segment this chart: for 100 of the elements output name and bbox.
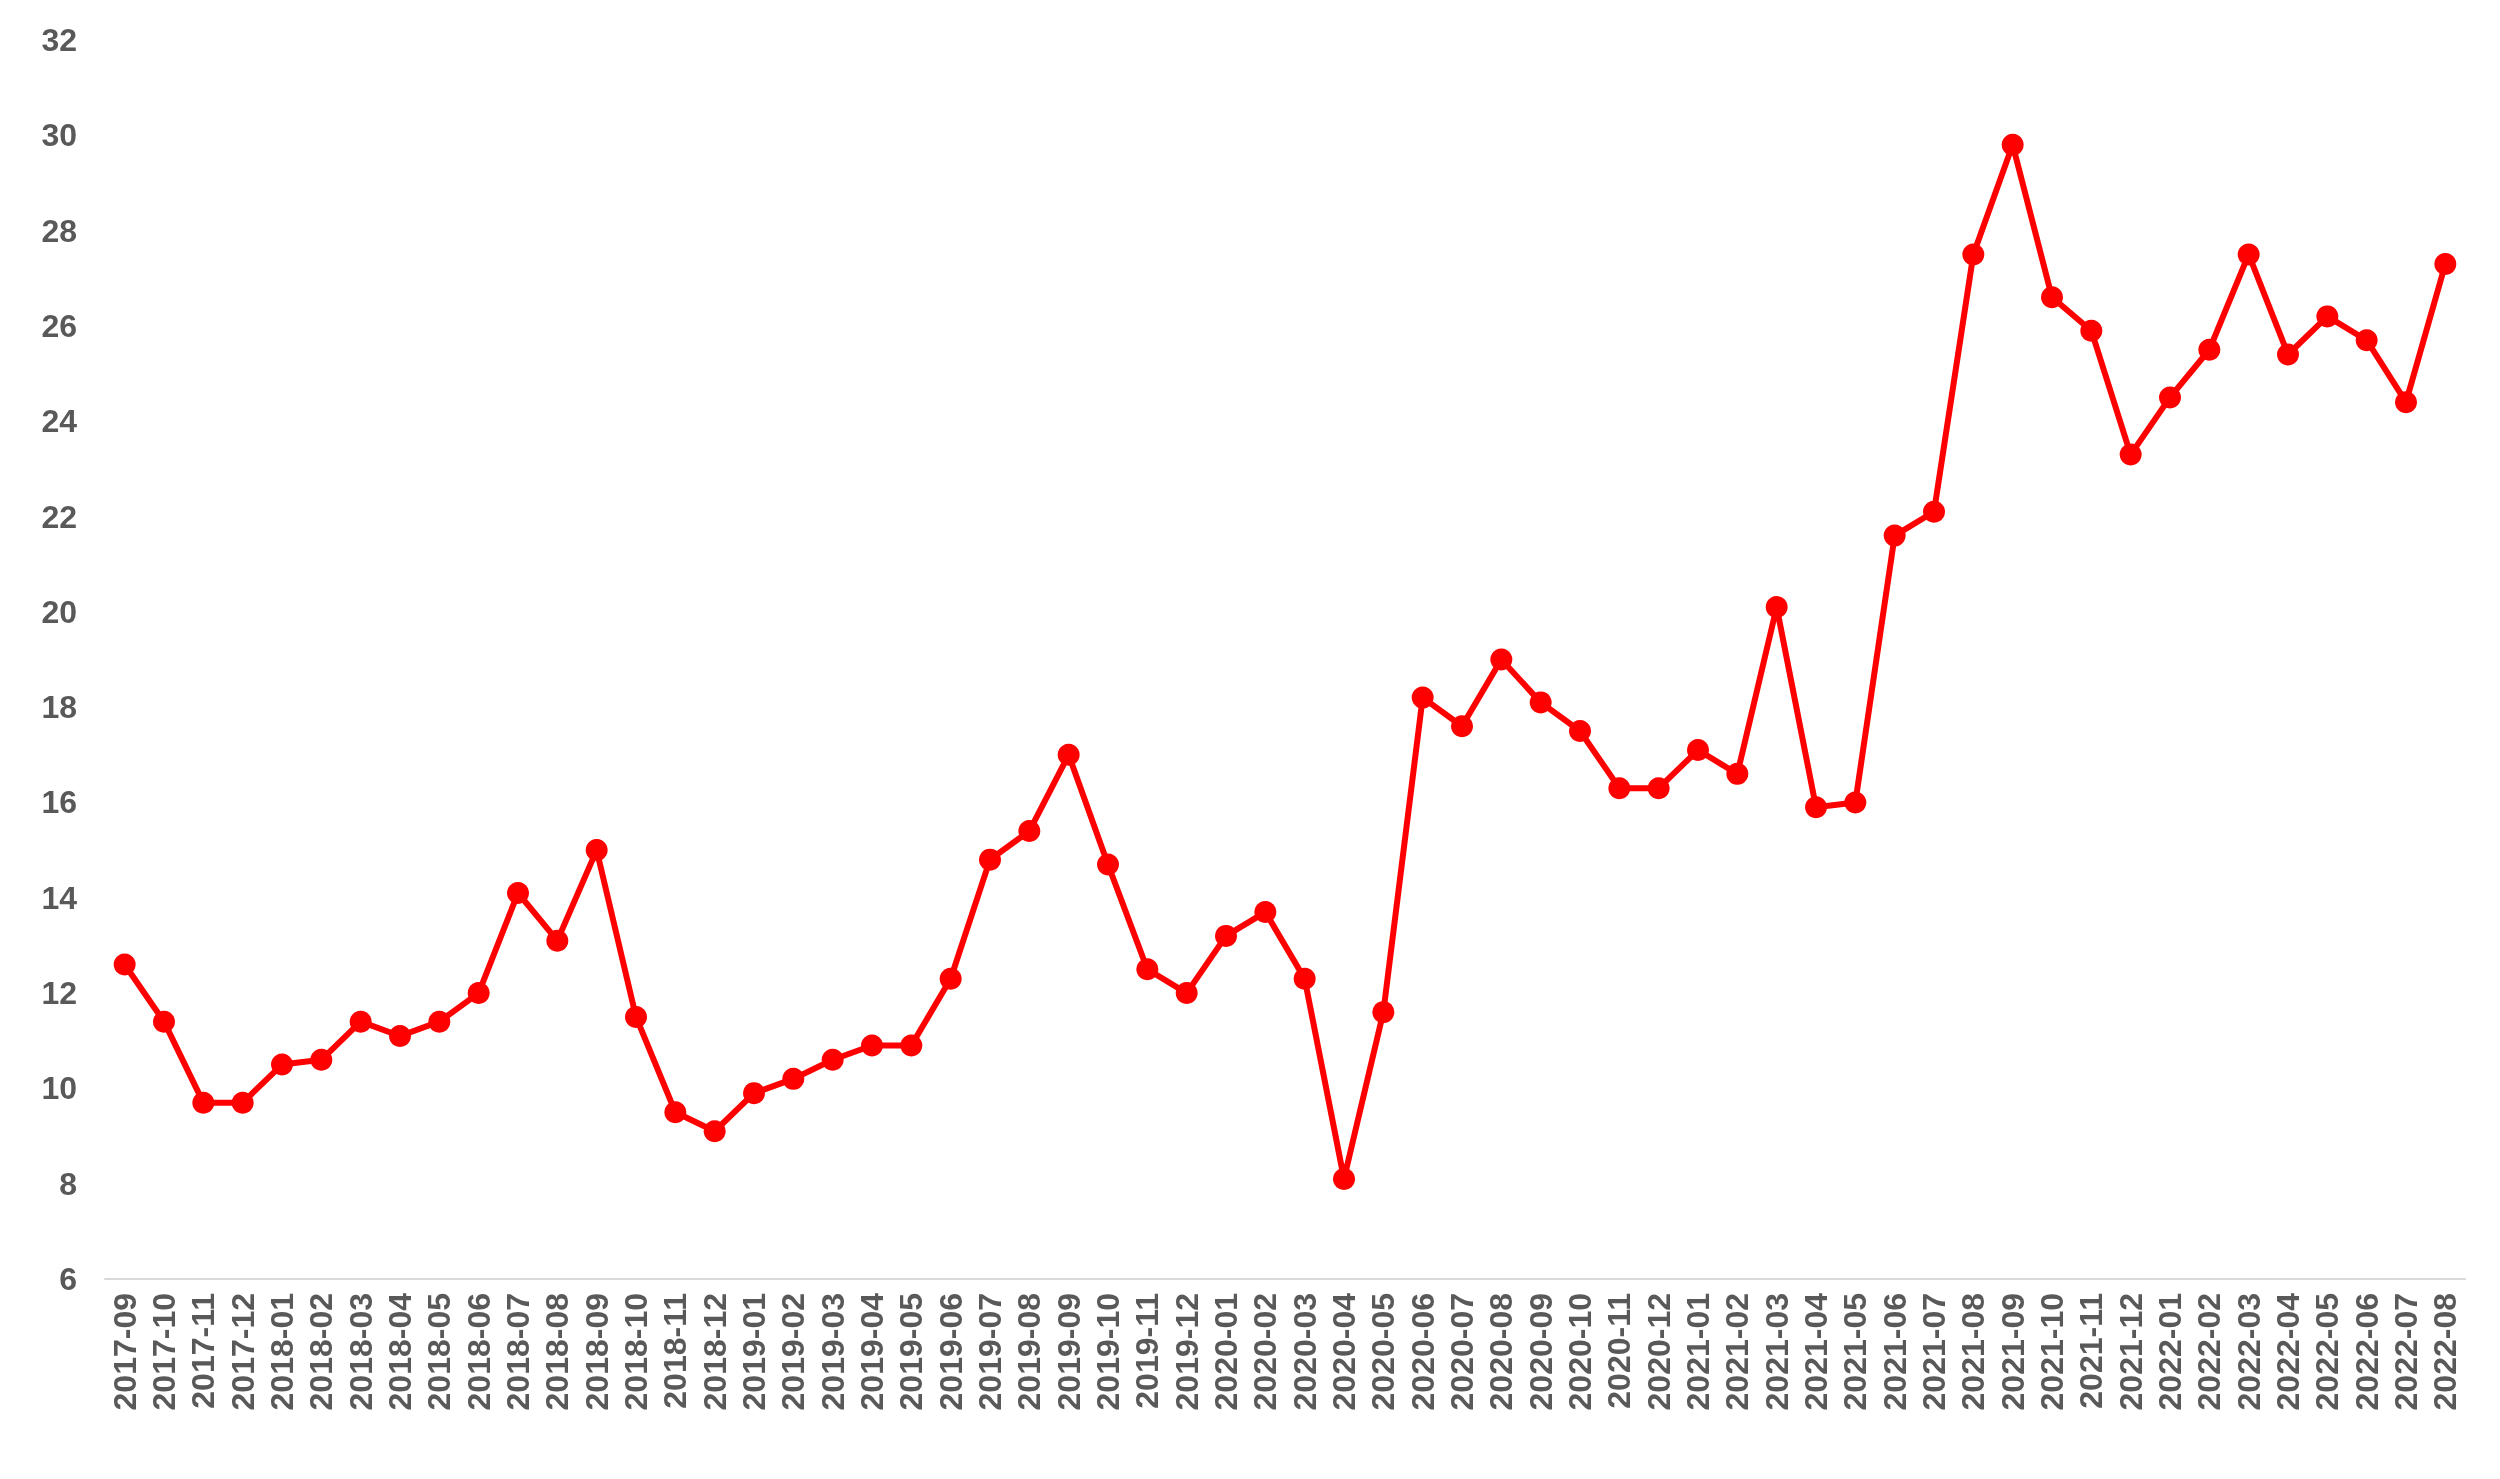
x-tick-label: 2020-07 (1444, 1293, 1480, 1411)
point (2198, 338, 2221, 361)
point (1372, 1001, 1395, 1024)
x-tick-label: 2022-07 (2388, 1293, 2424, 1411)
point (2080, 319, 2103, 342)
point (192, 1091, 215, 1114)
point (782, 1067, 805, 1090)
x-tick-label: 2022-03 (2230, 1293, 2267, 1411)
x-tick-label: 2021-09 (1994, 1293, 2031, 1411)
x-tick-label: 2020-08 (1483, 1293, 1520, 1411)
y-tick-label: 8 (59, 1165, 77, 1202)
y-tick-label: 26 (41, 307, 77, 344)
x-tick-label: 2018-06 (460, 1293, 497, 1411)
x-tick-label: 2022-04 (2270, 1292, 2306, 1411)
point (1451, 715, 1473, 738)
x-tick-label: 2021-07 (1916, 1293, 1952, 1411)
x-tick-label: 2019-08 (1011, 1293, 1048, 1411)
x-tick-label: 2021-03 (1758, 1293, 1795, 1411)
y-tick-label: 32 (41, 22, 77, 58)
x-tick-label: 2019-06 (932, 1293, 969, 1411)
x-tick-label: 2017-12 (224, 1293, 261, 1411)
x-tick-label: 2017-09 (106, 1293, 143, 1411)
y-tick-label: 20 (41, 593, 77, 630)
point (1018, 820, 1041, 843)
point (349, 1010, 372, 1033)
point (2434, 252, 2457, 275)
x-tick-label: 2020-01 (1208, 1293, 1244, 1411)
x-tick-label: 2019-01 (736, 1293, 772, 1411)
x-tick-label: 2022-08 (2427, 1293, 2464, 1411)
point (1805, 796, 1827, 819)
x-tick-label: 2018-07 (500, 1293, 536, 1411)
x-tick-label: 2022-06 (2348, 1293, 2385, 1411)
x-tick-label: 2019-12 (1168, 1293, 1205, 1411)
x-tick-label: 2021-04 (1798, 1292, 1834, 1411)
point (1844, 791, 1867, 814)
point (231, 1091, 254, 1114)
point (900, 1034, 923, 1057)
x-tick-label: 2020-02 (1247, 1293, 1284, 1411)
x-tick-label: 2020-10 (1562, 1293, 1598, 1411)
y-tick-label: 6 (59, 1261, 77, 1297)
point (2041, 286, 2063, 309)
point (625, 1005, 647, 1028)
point (1215, 924, 1237, 947)
point (1529, 691, 1552, 714)
x-tick-label: 2022-01 (2152, 1293, 2188, 1411)
x-tick-label: 2022-05 (2309, 1293, 2346, 1411)
x-tick-label: 2019-07 (972, 1293, 1008, 1411)
x-tick-label: 2018-02 (303, 1293, 340, 1411)
point (1411, 686, 1434, 709)
x-tick-label: 2021-11 (2073, 1293, 2110, 1409)
x-tick-label: 2020-06 (1404, 1293, 1441, 1411)
point (585, 839, 608, 862)
x-tick-label: 2018-04 (382, 1292, 418, 1411)
x-tick-label: 2021-01 (1680, 1293, 1716, 1411)
point (821, 1048, 844, 1071)
point (861, 1034, 883, 1057)
x-tick-label: 2018-10 (618, 1293, 654, 1411)
point (113, 953, 136, 976)
point (1175, 982, 1198, 1005)
point (2159, 386, 2181, 409)
x-tick-label: 2021-08 (1955, 1293, 1992, 1411)
point (153, 1010, 175, 1033)
y-tick-label: 14 (41, 879, 78, 916)
x-tick-label: 2020-11 (1601, 1293, 1638, 1409)
point (2277, 343, 2299, 366)
point (310, 1048, 333, 1071)
x-tick-label: 2019-11 (1129, 1293, 1166, 1409)
point (546, 929, 569, 952)
point (2395, 391, 2417, 414)
x-tick-label: 2019-05 (893, 1293, 930, 1411)
point (979, 848, 1001, 871)
point (1687, 739, 1709, 762)
x-tick-label: 2017-10 (146, 1293, 182, 1411)
x-tick-label: 2018-01 (264, 1293, 300, 1411)
point (2001, 133, 2024, 156)
point (939, 967, 962, 990)
point (1569, 719, 1591, 742)
point (389, 1024, 411, 1047)
point (664, 1101, 687, 1124)
x-tick-label: 2021-05 (1837, 1293, 1874, 1411)
x-tick-label: 2018-12 (696, 1293, 733, 1411)
y-tick-label: 22 (41, 498, 77, 535)
x-tick-label: 2018-05 (421, 1293, 458, 1411)
point (1097, 853, 1119, 876)
y-tick-label: 28 (41, 212, 77, 249)
point (1136, 958, 1159, 981)
point (271, 1053, 293, 1076)
x-tick-label: 2019-02 (775, 1293, 812, 1411)
point (2355, 329, 2378, 352)
x-tick-label: 2018-03 (342, 1293, 379, 1411)
point (1333, 1167, 1355, 1190)
x-tick-label: 2019-09 (1050, 1293, 1087, 1411)
y-tick-label: 16 (41, 784, 77, 821)
point (743, 1082, 765, 1105)
point (467, 982, 490, 1005)
x-tick-label: 2020-04 (1326, 1292, 1362, 1411)
x-tick-label: 2020-03 (1286, 1293, 1323, 1411)
x-tick-label: 2021-02 (1719, 1293, 1756, 1411)
x-tick-label: 2019-04 (854, 1292, 890, 1411)
point (1883, 524, 1906, 547)
